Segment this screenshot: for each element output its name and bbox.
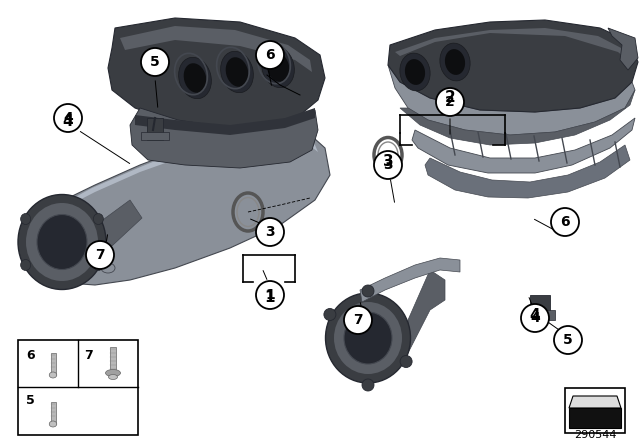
Circle shape: [374, 151, 402, 179]
Polygon shape: [525, 310, 555, 320]
Circle shape: [344, 306, 372, 334]
Polygon shape: [30, 128, 330, 285]
Ellipse shape: [179, 57, 211, 99]
Ellipse shape: [445, 49, 465, 75]
Text: 3: 3: [383, 158, 393, 172]
Polygon shape: [360, 258, 460, 302]
Text: 7: 7: [95, 248, 105, 262]
Polygon shape: [400, 90, 635, 145]
Ellipse shape: [26, 203, 98, 281]
Ellipse shape: [221, 52, 253, 93]
Text: 4: 4: [63, 115, 74, 129]
Ellipse shape: [49, 421, 57, 427]
Ellipse shape: [334, 302, 402, 374]
Ellipse shape: [362, 379, 374, 391]
Circle shape: [141, 48, 169, 76]
Text: 3: 3: [383, 155, 394, 169]
Ellipse shape: [400, 53, 430, 91]
Polygon shape: [120, 26, 312, 72]
Bar: [565, 388, 625, 433]
Polygon shape: [100, 200, 142, 257]
Circle shape: [554, 326, 582, 354]
Ellipse shape: [362, 285, 374, 297]
Polygon shape: [108, 18, 325, 128]
Ellipse shape: [109, 375, 118, 379]
Text: 2: 2: [445, 95, 455, 109]
Text: 4: 4: [63, 111, 73, 125]
Text: 4: 4: [530, 307, 540, 323]
Polygon shape: [425, 145, 630, 198]
Circle shape: [436, 88, 464, 116]
Text: 1: 1: [265, 290, 275, 306]
Ellipse shape: [93, 259, 104, 271]
Polygon shape: [569, 408, 621, 428]
Bar: [110, 347, 116, 377]
Ellipse shape: [262, 46, 294, 88]
Bar: [51, 353, 56, 375]
Circle shape: [551, 208, 579, 236]
Polygon shape: [530, 295, 550, 315]
Ellipse shape: [37, 215, 87, 270]
Text: 1: 1: [265, 288, 275, 302]
Polygon shape: [408, 270, 445, 353]
Ellipse shape: [49, 372, 57, 378]
Ellipse shape: [226, 57, 248, 87]
Bar: [18, 340, 138, 435]
Ellipse shape: [440, 43, 470, 81]
Polygon shape: [395, 28, 630, 62]
Text: 5: 5: [563, 333, 573, 347]
Ellipse shape: [324, 309, 336, 320]
Text: 290544: 290544: [573, 430, 616, 440]
Text: 2: 2: [445, 90, 456, 104]
Text: 6: 6: [560, 215, 570, 229]
Ellipse shape: [344, 312, 392, 364]
Text: 6: 6: [26, 349, 35, 362]
Ellipse shape: [101, 263, 115, 273]
Polygon shape: [141, 132, 169, 140]
Ellipse shape: [18, 194, 106, 289]
Circle shape: [54, 104, 82, 132]
Ellipse shape: [405, 59, 425, 85]
Polygon shape: [135, 108, 315, 135]
Polygon shape: [147, 118, 163, 140]
Text: 4: 4: [530, 311, 540, 325]
Polygon shape: [55, 131, 318, 210]
Text: 7: 7: [353, 313, 363, 327]
Polygon shape: [388, 65, 635, 135]
Text: 6: 6: [265, 48, 275, 62]
Text: 7: 7: [84, 349, 93, 362]
Ellipse shape: [20, 259, 31, 271]
Ellipse shape: [20, 214, 31, 224]
Ellipse shape: [93, 214, 104, 224]
Circle shape: [521, 304, 549, 332]
Ellipse shape: [326, 293, 410, 383]
Ellipse shape: [184, 63, 206, 93]
Circle shape: [256, 281, 284, 309]
Circle shape: [86, 241, 114, 269]
Polygon shape: [130, 108, 318, 168]
Ellipse shape: [267, 52, 289, 82]
Text: 5: 5: [150, 55, 160, 69]
Text: 3: 3: [265, 225, 275, 239]
Circle shape: [256, 218, 284, 246]
Ellipse shape: [106, 370, 120, 376]
Polygon shape: [608, 28, 638, 70]
Polygon shape: [569, 396, 621, 408]
Polygon shape: [388, 20, 638, 112]
Ellipse shape: [400, 356, 412, 367]
Text: 5: 5: [26, 393, 35, 406]
Polygon shape: [412, 118, 635, 173]
Circle shape: [256, 41, 284, 69]
Ellipse shape: [351, 305, 365, 315]
Bar: [51, 402, 56, 424]
